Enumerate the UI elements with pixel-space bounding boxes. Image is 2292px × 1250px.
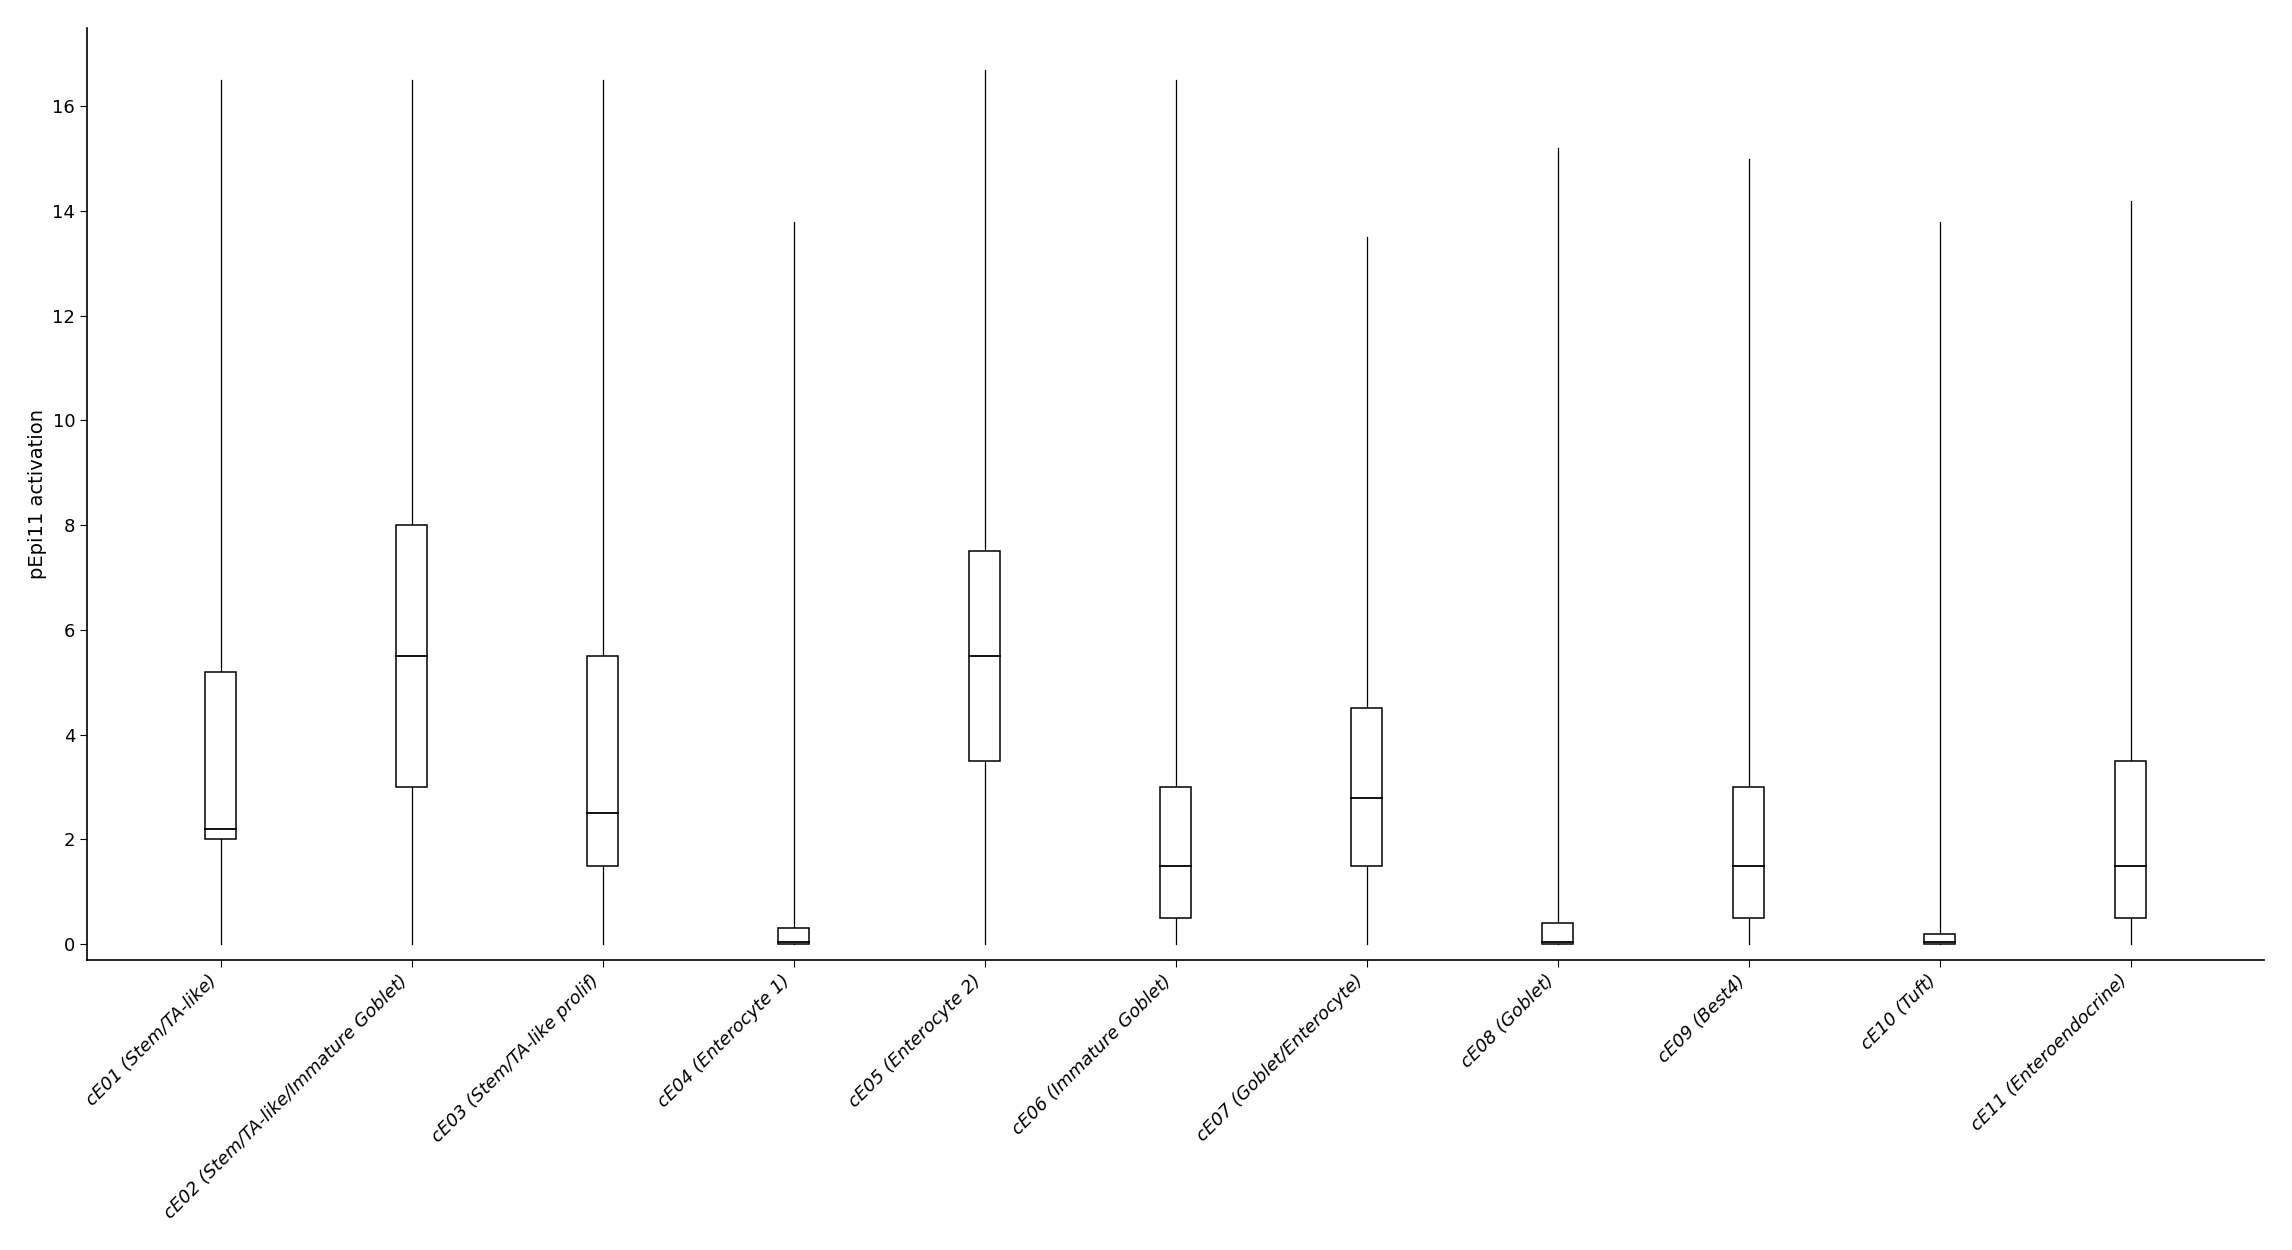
Bar — [970, 551, 999, 761]
Bar — [2116, 761, 2145, 918]
Bar — [1160, 788, 1192, 918]
Bar — [1733, 788, 1765, 918]
Bar — [1925, 934, 1955, 944]
Bar — [779, 929, 809, 944]
Bar — [1543, 924, 1572, 944]
Bar — [587, 656, 619, 865]
Bar — [206, 671, 236, 840]
Y-axis label: pEpi11 activation: pEpi11 activation — [28, 409, 46, 579]
Bar — [1352, 709, 1382, 865]
Bar — [397, 525, 426, 788]
